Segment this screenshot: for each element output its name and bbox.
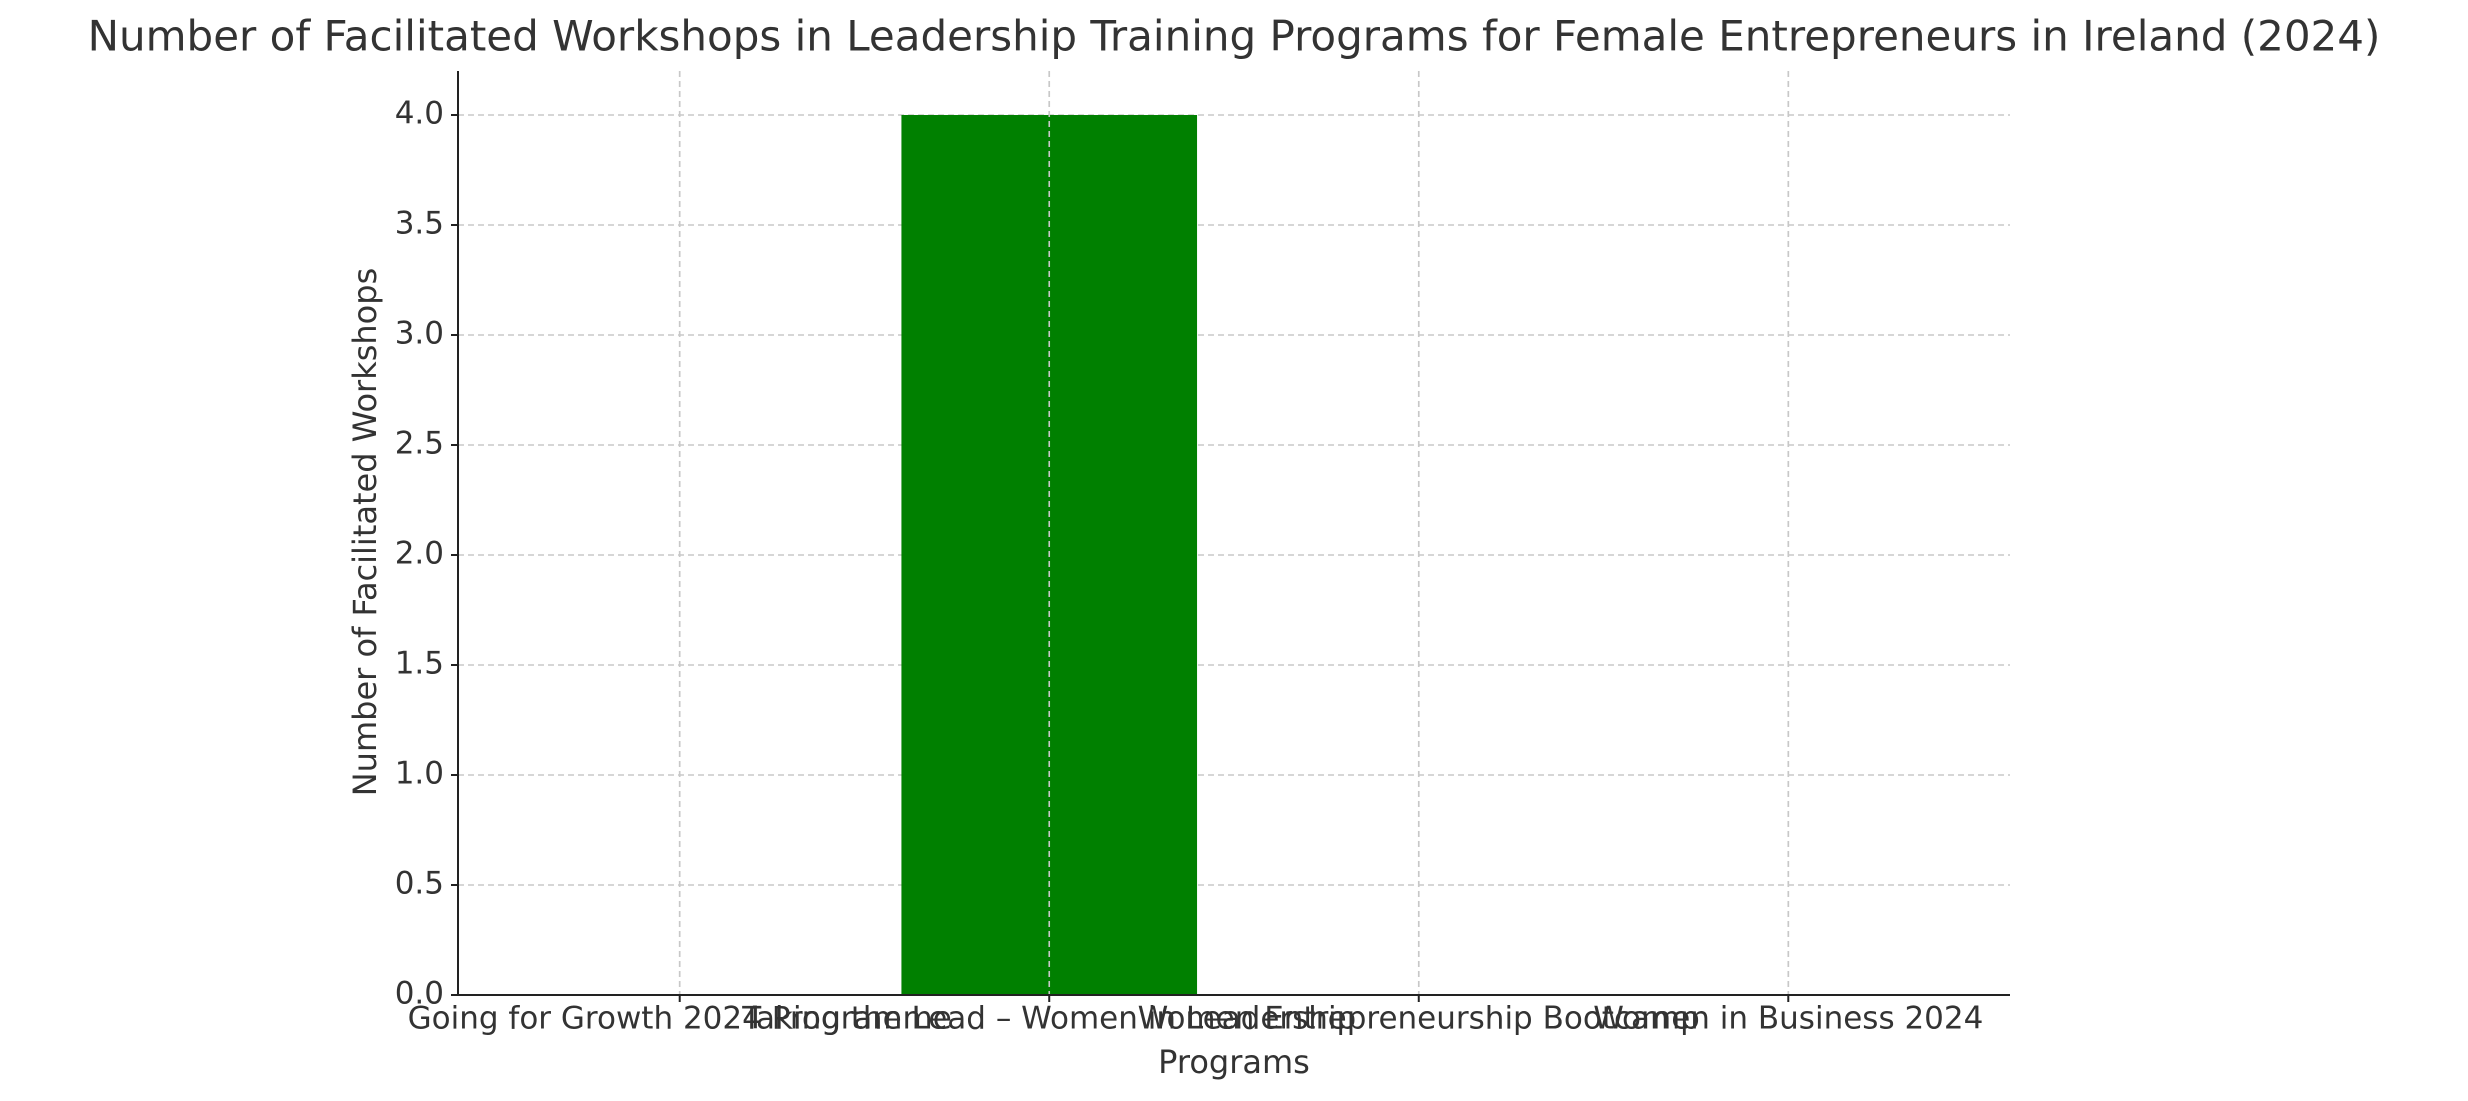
y-tick-label: 1.5 xyxy=(395,646,444,682)
y-tick-label: 0.0 xyxy=(395,976,444,1012)
y-tick-label: 2.5 xyxy=(395,426,444,462)
chart-title: Number of Facilitated Workshops in Leade… xyxy=(88,12,2381,61)
y-tick-label: 3.0 xyxy=(395,316,444,352)
x-tick-label: Women in Business 2024 xyxy=(1593,1001,1983,1037)
y-tick-label: 2.0 xyxy=(395,536,444,572)
y-tick-label: 4.0 xyxy=(395,96,444,132)
x-tick-label: Women Entrepreneurship Bootcamp xyxy=(1138,1001,1700,1037)
y-tick-label: 1.0 xyxy=(395,756,444,792)
y-tick-label: 3.5 xyxy=(395,206,444,242)
y-tick-label: 0.5 xyxy=(395,866,444,902)
x-tick-label: Going for Growth 2024 Programme xyxy=(408,1001,952,1037)
y-axis-label: Number of Facilitated Workshops xyxy=(346,268,384,797)
x-axis-label: Programs xyxy=(1158,1043,1310,1081)
x-tick-label: Taking the Lead – Women in Leadership xyxy=(741,1001,1356,1037)
